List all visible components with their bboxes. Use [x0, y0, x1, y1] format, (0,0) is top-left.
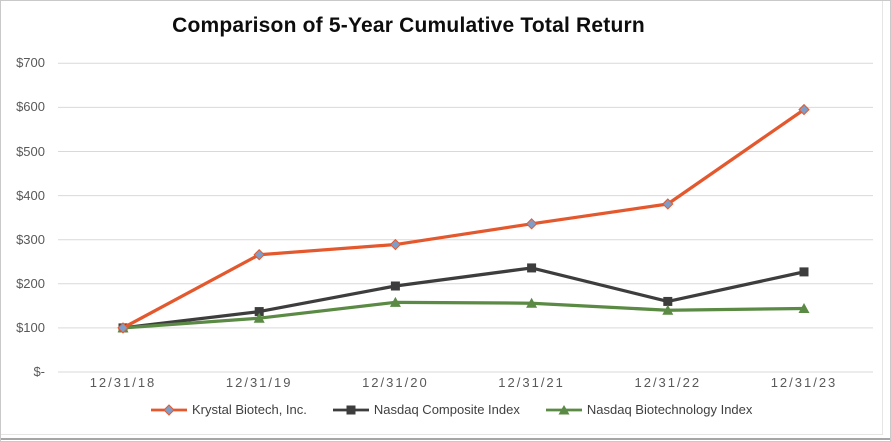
sheet-gridline	[1, 438, 890, 440]
data-point-nasdaq-composite-index	[799, 267, 809, 277]
data-point-nasdaq-biotechnology-index	[253, 312, 265, 323]
chart-title: Comparison of 5-Year Cumulative Total Re…	[172, 14, 645, 37]
y-axis-tick-label: $400	[16, 187, 45, 203]
data-point-krystal-biotech-inc	[253, 248, 265, 261]
x-axis-tick-label: 12/31/23	[770, 375, 838, 390]
data-point-nasdaq-biotechnology-index	[526, 297, 538, 308]
x-axis-tick-label: 12/31/22	[634, 375, 702, 390]
series-line-nasdaq-biotechnology-index	[121, 300, 806, 330]
chart-frame-bottom-border	[1, 434, 883, 435]
data-point-nasdaq-composite-index	[527, 263, 537, 273]
data-point-krystal-biotech-inc	[389, 238, 402, 251]
legend-item-krystal-biotech-inc: Krystal Biotech, Inc.	[151, 402, 307, 417]
legend-label: Krystal Biotech, Inc.	[192, 402, 307, 417]
legend: Krystal Biotech, Inc. Nasdaq Composite In…	[151, 402, 752, 417]
series-line-krystal-biotech-inc	[121, 107, 806, 330]
data-point-nasdaq-composite-index	[390, 281, 400, 291]
y-axis-tick-label: $500	[16, 143, 45, 159]
legend-diamond-marker-icon	[151, 403, 187, 416]
data-point-nasdaq-biotechnology-index	[662, 304, 674, 315]
data-point-krystal-biotech-inc	[117, 322, 129, 334]
data-point-nasdaq-composite-index	[254, 307, 264, 317]
x-axis-tick-label: 12/31/18	[89, 375, 157, 390]
x-axis-tick-label: 12/31/21	[498, 375, 565, 390]
data-point-krystal-biotech-inc	[798, 103, 810, 116]
y-axis-tick-label: $100	[16, 319, 45, 335]
y-axis-tick-label: $200	[16, 275, 45, 291]
data-point-nasdaq-biotechnology-index	[798, 302, 810, 313]
legend-square-marker-icon	[332, 405, 369, 414]
legend-item-nasdaq-composite-index: Nasdaq Composite Index	[332, 402, 520, 417]
x-axis-tick-label: 12/31/20	[362, 375, 429, 390]
data-point-nasdaq-composite-index	[663, 296, 673, 306]
series-line-nasdaq-composite-index	[121, 266, 806, 330]
chart-frame-right-border	[882, 1, 883, 434]
y-axis-tick-label: $-	[33, 364, 45, 379]
legend-item-nasdaq-biotechnology-index: Nasdaq Biotechnology Index	[545, 402, 753, 417]
legend-label: Nasdaq Composite Index	[373, 402, 520, 417]
y-axis-tick-label: $300	[16, 231, 45, 247]
y-axis-tick-label: $600	[16, 99, 45, 115]
legend-label: Nasdaq Biotechnology Index	[586, 402, 753, 417]
data-point-krystal-biotech-inc	[525, 218, 538, 230]
data-point-krystal-biotech-inc	[662, 198, 674, 210]
x-axis-tick-label: 12/31/19	[225, 375, 293, 390]
y-axis-tick-label: $700	[16, 55, 45, 71]
legend-triangle-marker-icon	[545, 404, 582, 414]
data-point-nasdaq-biotechnology-index	[389, 296, 401, 307]
